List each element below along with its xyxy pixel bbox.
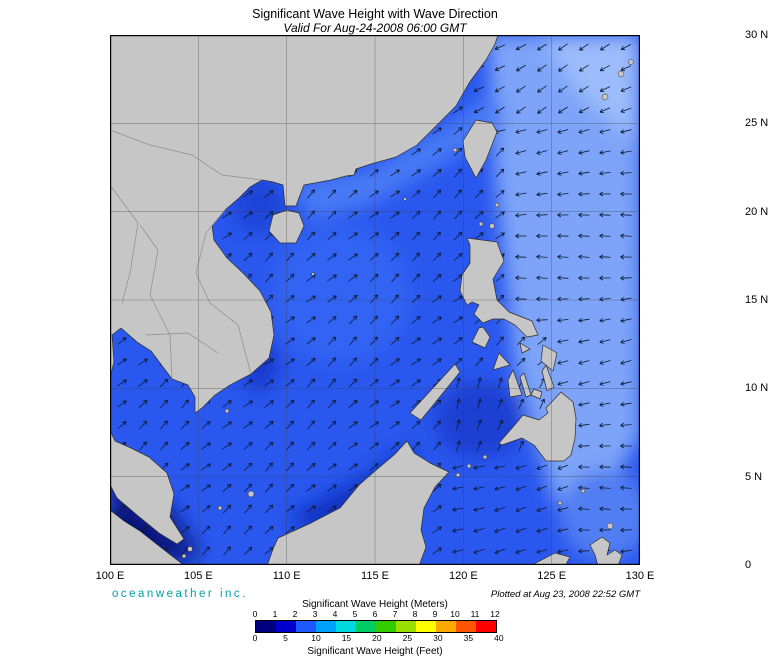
lat-label: 10 N bbox=[745, 382, 769, 395]
legend-color-segment bbox=[316, 621, 336, 632]
plotted-timestamp: Plotted at Aug 23, 2008 22:52 GMT bbox=[490, 589, 640, 600]
lon-label: 105 E bbox=[183, 570, 213, 582]
wave-height-map bbox=[99, 24, 650, 567]
lon-label: 130 E bbox=[625, 570, 655, 582]
lon-label: 120 E bbox=[448, 570, 478, 582]
meter-tick-label: 11 bbox=[470, 609, 480, 619]
feet-tick-label: 20 bbox=[372, 633, 382, 643]
lat-label: 25 N bbox=[745, 117, 769, 130]
map-svg bbox=[99, 24, 650, 567]
feet-tick-label: 25 bbox=[402, 633, 413, 643]
lat-label: 30 N bbox=[745, 29, 769, 41]
meter-tick-label: 0 bbox=[252, 609, 258, 619]
legend-color-segment bbox=[296, 621, 316, 632]
oceanweather-credit: oceanweather inc. bbox=[112, 588, 248, 600]
meter-tick-label: 9 bbox=[432, 609, 438, 619]
feet-tick-label: 5 bbox=[283, 633, 288, 643]
meter-tick-label: 10 bbox=[450, 609, 460, 619]
legend-color-segment bbox=[276, 621, 296, 632]
feet-tick-label: 15 bbox=[341, 633, 352, 643]
legend-color-segment bbox=[396, 621, 416, 632]
legend-color-segment bbox=[336, 621, 356, 632]
feet-tick-label: 10 bbox=[311, 633, 321, 643]
legend-color-segment bbox=[416, 621, 436, 632]
lat-label: 0 bbox=[745, 559, 752, 571]
legend-color-segment bbox=[476, 621, 496, 632]
chart-title: Significant Wave Height with Wave Direct… bbox=[252, 7, 498, 21]
lon-label: 110 E bbox=[272, 570, 301, 582]
graticule-grid bbox=[110, 35, 640, 565]
meter-tick-label: 1 bbox=[272, 609, 278, 619]
meter-tick-label: 4 bbox=[332, 609, 338, 619]
legend-color-segment bbox=[256, 621, 276, 632]
feet-tick-label: 30 bbox=[433, 633, 443, 643]
lat-label: 20 N bbox=[745, 205, 769, 218]
legend-color-segment bbox=[356, 621, 376, 632]
meter-tick-label: 5 bbox=[352, 609, 358, 619]
feet-tick-label: 0 bbox=[252, 633, 258, 643]
lat-label: 5 N bbox=[745, 470, 763, 483]
legend-title-meters: Significant Wave Height (Meters) bbox=[302, 599, 448, 610]
lon-label: 100 E bbox=[95, 570, 125, 582]
lon-label: 125 E bbox=[537, 570, 567, 582]
feet-tick-label: 35 bbox=[463, 633, 474, 643]
meter-tick-label: 2 bbox=[292, 609, 298, 619]
meter-tick-label: 12 bbox=[490, 609, 500, 619]
meter-tick-label: 8 bbox=[412, 609, 418, 619]
meter-tick-label: 3 bbox=[312, 609, 318, 619]
legend-title-feet: Significant Wave Height (Feet) bbox=[307, 646, 443, 657]
chart-subtitle: Valid For Aug-24-2008 06:00 GMT bbox=[283, 21, 467, 35]
lon-label: 115 E bbox=[361, 570, 389, 582]
legend-color-segment bbox=[376, 621, 396, 632]
lat-label: 15 N bbox=[745, 294, 769, 306]
legend-color-segment bbox=[456, 621, 476, 632]
feet-tick-label: 40 bbox=[494, 633, 504, 643]
map-border bbox=[109, 34, 641, 566]
legend-colorbar bbox=[255, 620, 497, 633]
meter-tick-label: 6 bbox=[372, 609, 378, 619]
legend-color-segment bbox=[436, 621, 456, 632]
meter-tick-label: 7 bbox=[392, 609, 398, 619]
